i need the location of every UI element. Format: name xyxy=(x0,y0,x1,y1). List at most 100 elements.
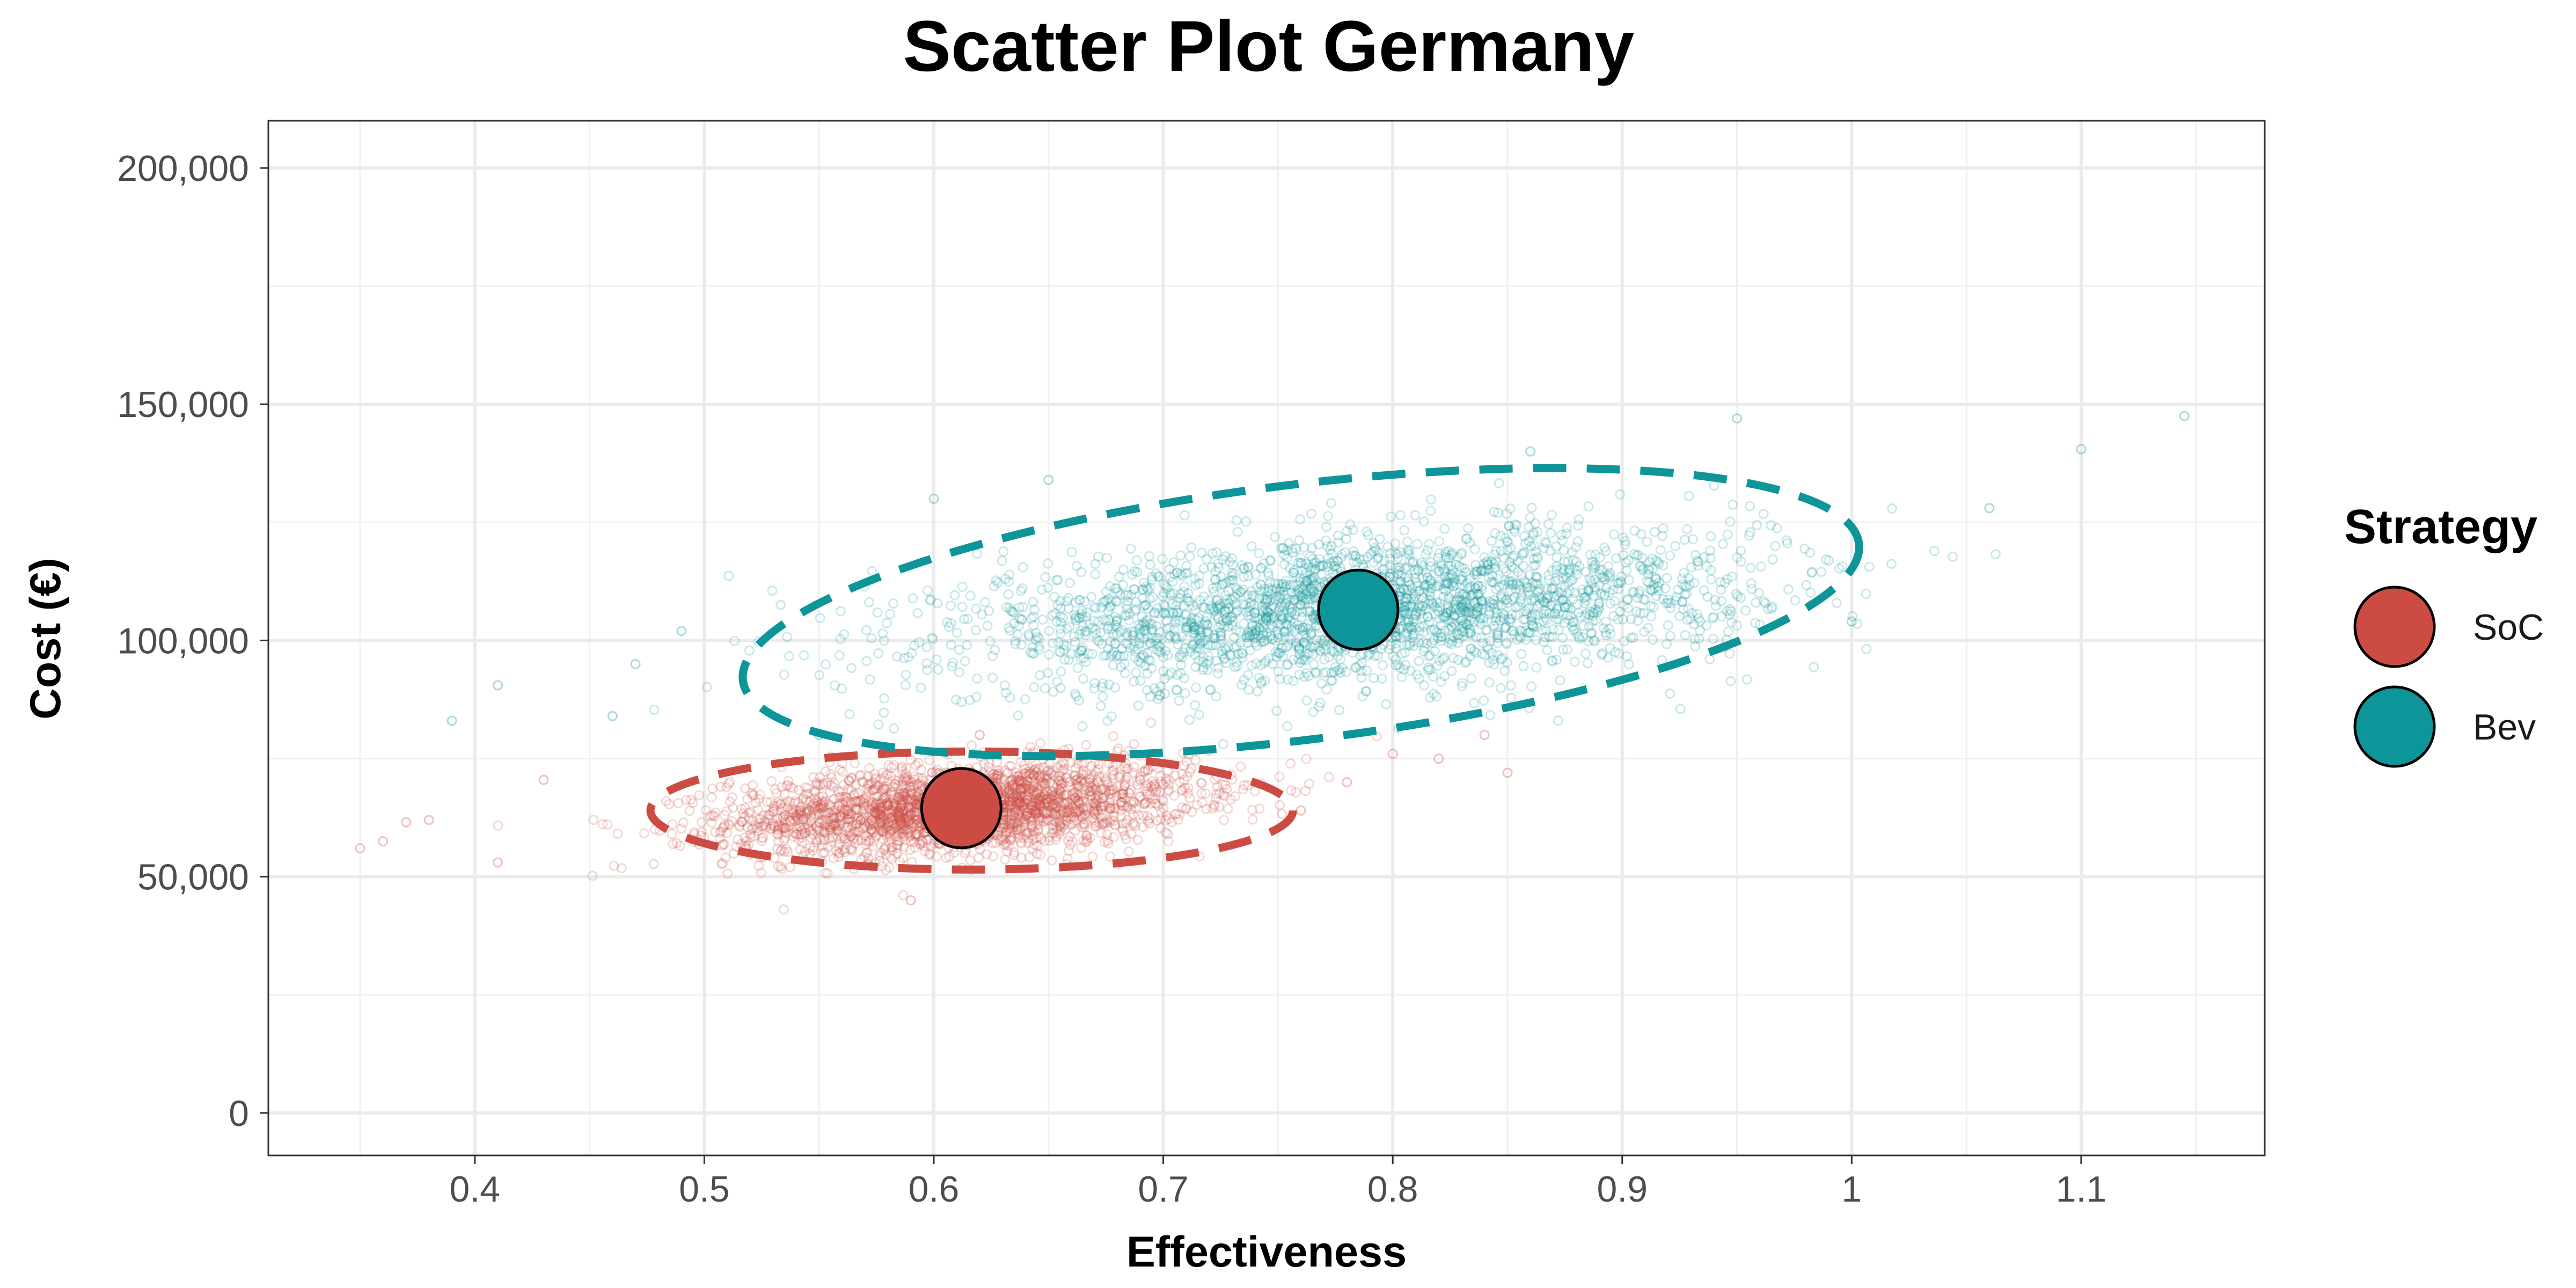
data-point xyxy=(1041,794,1051,805)
data-point xyxy=(1048,824,1059,835)
data-point xyxy=(984,767,995,778)
data-point xyxy=(877,826,888,837)
data-point xyxy=(897,791,908,802)
data-point xyxy=(799,814,809,824)
data-point xyxy=(748,822,758,833)
data-point xyxy=(1107,766,1118,777)
data-point xyxy=(1019,782,1030,793)
data-point xyxy=(875,822,886,833)
data-point xyxy=(1031,808,1042,819)
data-point xyxy=(1005,827,1015,838)
data-point xyxy=(905,808,916,818)
data-point xyxy=(1012,822,1022,833)
data-point xyxy=(1057,815,1067,825)
data-point xyxy=(1009,771,1020,782)
data-point xyxy=(786,782,796,793)
data-point xyxy=(1099,801,1110,811)
data-point xyxy=(875,814,885,825)
data-point xyxy=(1004,818,1015,829)
data-point xyxy=(1005,823,1016,834)
data-point xyxy=(766,775,777,786)
data-point xyxy=(1099,772,1110,782)
data-point xyxy=(1151,784,1162,795)
data-point xyxy=(816,801,827,811)
data-point xyxy=(1031,788,1042,799)
data-point xyxy=(903,810,913,821)
data-point xyxy=(747,824,757,835)
data-point xyxy=(1163,836,1174,847)
data-point xyxy=(861,836,871,846)
data-point xyxy=(877,767,888,778)
data-point xyxy=(869,778,880,789)
data-point xyxy=(1102,779,1113,789)
data-point xyxy=(1139,766,1150,777)
data-point xyxy=(1002,800,1013,810)
data-point xyxy=(720,819,730,830)
data-point xyxy=(1091,784,1101,795)
data-point xyxy=(1089,780,1100,790)
data-point xyxy=(696,827,707,837)
data-point xyxy=(1053,797,1064,808)
data-point xyxy=(1027,821,1038,832)
data-point xyxy=(1301,753,1312,764)
data-point xyxy=(1079,818,1090,829)
data-point xyxy=(789,816,800,826)
grid-major xyxy=(268,121,2265,1155)
data-point xyxy=(887,853,897,864)
data-point xyxy=(1150,794,1161,804)
data-point xyxy=(840,844,851,854)
data-point xyxy=(1078,793,1089,803)
data-point xyxy=(777,863,787,874)
data-point xyxy=(794,806,805,816)
data-point xyxy=(1055,775,1065,786)
data-point xyxy=(905,791,916,801)
data-point xyxy=(863,771,874,782)
data-point xyxy=(1026,816,1036,826)
data-point xyxy=(1067,797,1078,808)
data-point xyxy=(861,790,872,801)
data-point xyxy=(1069,812,1079,823)
data-point xyxy=(781,844,792,854)
data-point xyxy=(1105,800,1116,811)
data-point xyxy=(1000,839,1011,850)
data-point xyxy=(910,843,920,853)
data-point xyxy=(787,808,798,818)
data-point xyxy=(877,801,888,812)
data-point xyxy=(752,823,763,833)
data-point xyxy=(918,773,928,784)
data-point xyxy=(1089,799,1100,809)
data-point xyxy=(1086,772,1097,782)
data-point xyxy=(979,758,990,769)
data-point xyxy=(1056,787,1066,798)
data-point xyxy=(999,818,1009,829)
data-point xyxy=(843,796,853,807)
data-point xyxy=(906,809,917,820)
data-point xyxy=(983,762,994,773)
data-point xyxy=(882,800,892,810)
data-point xyxy=(923,835,933,845)
data-point xyxy=(716,859,727,869)
data-point xyxy=(1064,806,1074,817)
data-point xyxy=(909,807,919,818)
data-point xyxy=(709,811,720,822)
data-point xyxy=(1029,776,1040,787)
data-point xyxy=(1080,785,1091,796)
data-point xyxy=(892,824,903,835)
data-point xyxy=(1038,794,1049,805)
data-point xyxy=(861,792,871,803)
data-point xyxy=(869,819,880,830)
data-point xyxy=(742,794,753,804)
data-point xyxy=(1134,791,1145,802)
data-point xyxy=(826,772,837,783)
data-point xyxy=(833,800,844,811)
data-point xyxy=(824,822,835,832)
data-point xyxy=(881,841,891,852)
data-point xyxy=(1053,789,1064,799)
data-point xyxy=(775,799,786,809)
data-point xyxy=(871,780,882,791)
data-point xyxy=(716,826,727,837)
data-point xyxy=(1230,791,1241,802)
data-point xyxy=(1044,835,1055,846)
data-point xyxy=(1109,815,1119,826)
data-point xyxy=(1053,774,1064,785)
